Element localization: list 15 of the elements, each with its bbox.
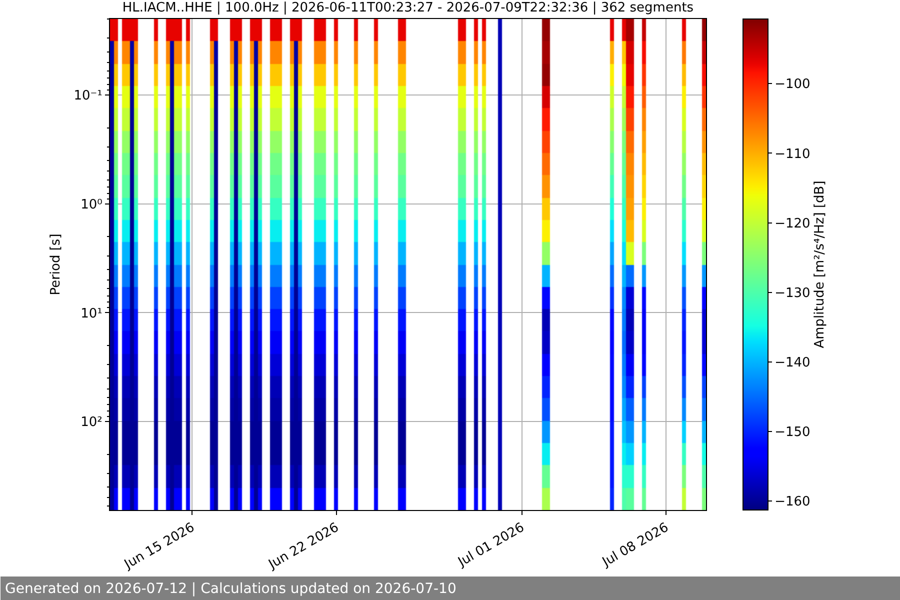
y-tick-label: 10⁻¹ <box>74 88 102 104</box>
color-bar-label: −110 <box>774 146 810 162</box>
color-bar-title: Amplitude [m²/s⁴/Hz] [dB] <box>812 180 828 348</box>
color-bar-label: −160 <box>774 494 810 510</box>
color-bar-label: −150 <box>774 424 810 440</box>
color-bar-label: −100 <box>774 77 810 92</box>
color-bar-label: −120 <box>774 216 810 232</box>
y-tick-label: 10¹ <box>80 306 102 322</box>
text: Generated on 2026-07-12 | Calculations updated on 2026-07-10 <box>5 581 456 597</box>
color-bar-label: −140 <box>774 355 810 370</box>
y-tick-label: 10⁰ <box>80 197 102 212</box>
chart-title: HL.IACM..HHE | 100.0Hz | 2026-06-11T00:23:27 - 2026-07-09T22:32:36 | 362 segments <box>122 0 694 16</box>
y-tick-label: 10² <box>80 415 102 430</box>
color-bar-label: −130 <box>774 286 810 301</box>
y-axis-title: Period [s] <box>48 234 64 296</box>
